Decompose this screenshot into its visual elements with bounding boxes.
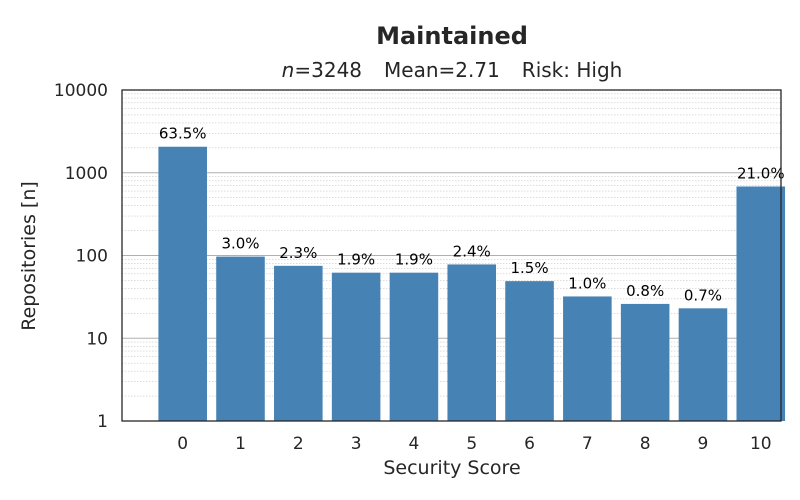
x-tick-label: 5 xyxy=(466,434,477,454)
bar-data-label: 2.3% xyxy=(279,244,317,262)
bar-data-label: 1.0% xyxy=(568,274,606,292)
bar-2 xyxy=(274,265,323,421)
x-axis-label: Security Score xyxy=(383,457,520,479)
bar-data-label: 0.7% xyxy=(684,286,722,304)
bar-10 xyxy=(736,186,786,421)
y-tick-label: 10000 xyxy=(54,81,108,101)
y-tick-label: 1 xyxy=(97,412,108,432)
y-tick-label: 10 xyxy=(86,329,108,349)
bar-data-label: 1.9% xyxy=(395,251,433,269)
subtitle-mean: Mean=2.71 xyxy=(384,58,500,82)
plot-frame xyxy=(121,89,782,422)
x-tick-label: 3 xyxy=(351,434,362,454)
bar-5 xyxy=(447,264,497,421)
x-tick-label: 1 xyxy=(235,434,246,454)
y-axis-ticks: 1 10 100 1000 10000 xyxy=(54,81,108,432)
x-axis-ticks: 0 1 2 3 4 5 6 7 8 9 10 xyxy=(177,434,771,454)
bar-3 xyxy=(331,272,381,421)
x-tick-label: 7 xyxy=(582,434,593,454)
x-tick-label: 8 xyxy=(640,434,651,454)
bar-4 xyxy=(389,272,439,421)
y-axis-label: Repositories [n] xyxy=(18,181,40,331)
subtitle-risk: Risk: High xyxy=(522,58,623,82)
bar-1 xyxy=(216,256,265,421)
bar-8 xyxy=(620,303,670,421)
bar-labels: 63.5% 3.0% 2.3% 1.9% 1.9% 2.4% 1.5% 1.0% 0.8% 0.7… xyxy=(159,125,785,305)
bar-data-label: 0.8% xyxy=(626,282,664,300)
x-tick-label: 0 xyxy=(177,434,188,454)
x-tick-label: 2 xyxy=(293,434,304,454)
subtitle-n-value: =3248 xyxy=(294,58,362,82)
bars xyxy=(158,146,786,421)
bar-7 xyxy=(563,296,612,421)
chart-title: Maintained xyxy=(376,22,528,50)
bar-data-label: 1.9% xyxy=(337,251,375,269)
x-tick-label: 10 xyxy=(750,434,772,454)
x-tick-label: 6 xyxy=(524,434,535,454)
x-tick-label: 4 xyxy=(409,434,420,454)
bar-data-label: 1.5% xyxy=(510,259,548,277)
subtitle-n-label: n xyxy=(282,58,295,82)
y-tick-label: 100 xyxy=(76,247,108,267)
bar-data-label: 21.0% xyxy=(737,165,785,183)
bar-6 xyxy=(505,281,554,421)
bar-data-label: 3.0% xyxy=(221,235,259,253)
bar-data-label: 63.5% xyxy=(159,125,207,143)
grid-lines xyxy=(122,93,781,422)
bar-0 xyxy=(158,146,207,421)
bar-9 xyxy=(678,308,728,421)
y-tick-label: 1000 xyxy=(65,164,108,184)
x-tick-label: 9 xyxy=(698,434,709,454)
bar-data-label: 2.4% xyxy=(453,242,491,260)
chart-subtitle: n=3248 Mean=2.71 Risk: High xyxy=(282,58,623,82)
